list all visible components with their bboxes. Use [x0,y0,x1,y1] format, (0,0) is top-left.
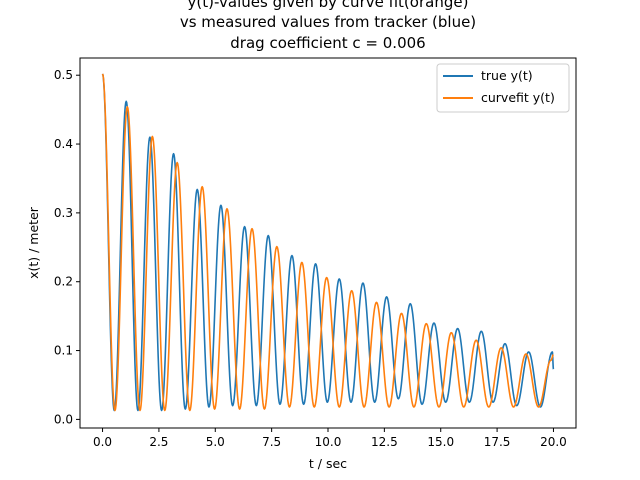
legend-label-true: true y(t) [481,68,533,83]
legend: true y(t) curvefit y(t) [436,63,570,113]
x-tick-label: 15.0 [427,435,454,449]
title-line-1: y(t)-values given by curve fit(orange) [188,0,469,11]
y-tick-label: 0.2 [54,275,73,289]
x-axis-label: t / sec [309,456,347,471]
x-tick-label: 2.5 [149,435,168,449]
y-tick-label: 0.5 [54,68,73,82]
chart-title: y(t)-values given by curve fit(orange) v… [180,0,476,52]
x-tick-label: 0.0 [93,435,112,449]
title-line-3: drag coefficient c = 0.006 [230,34,425,52]
series-line-curvefit-y [101,73,555,412]
x-tick-label: 20.0 [540,435,567,449]
y-tick-label: 0.4 [54,137,73,151]
x-tick-label: 5.0 [206,435,225,449]
y-axis-ticks: 0.0 0.1 0.2 0.3 0.4 0.5 [54,68,80,426]
y-tick-label: 0.1 [54,344,73,358]
legend-label-curvefit: curvefit y(t) [481,90,555,105]
y-axis-label: x(t) / meter [26,206,41,279]
y-tick-label: 0.0 [54,412,73,426]
x-tick-label: 7.5 [262,435,281,449]
title-line-2: vs measured values from tracker (blue) [180,13,476,31]
y-tick-label: 0.3 [54,206,73,220]
x-axis-ticks: 0.0 2.5 5.0 7.5 10.0 12.5 15.0 17.5 20.0 [93,428,567,449]
x-tick-label: 17.5 [484,435,511,449]
series-layer [101,73,555,412]
x-tick-label: 10.0 [315,435,342,449]
x-tick-label: 12.5 [371,435,398,449]
